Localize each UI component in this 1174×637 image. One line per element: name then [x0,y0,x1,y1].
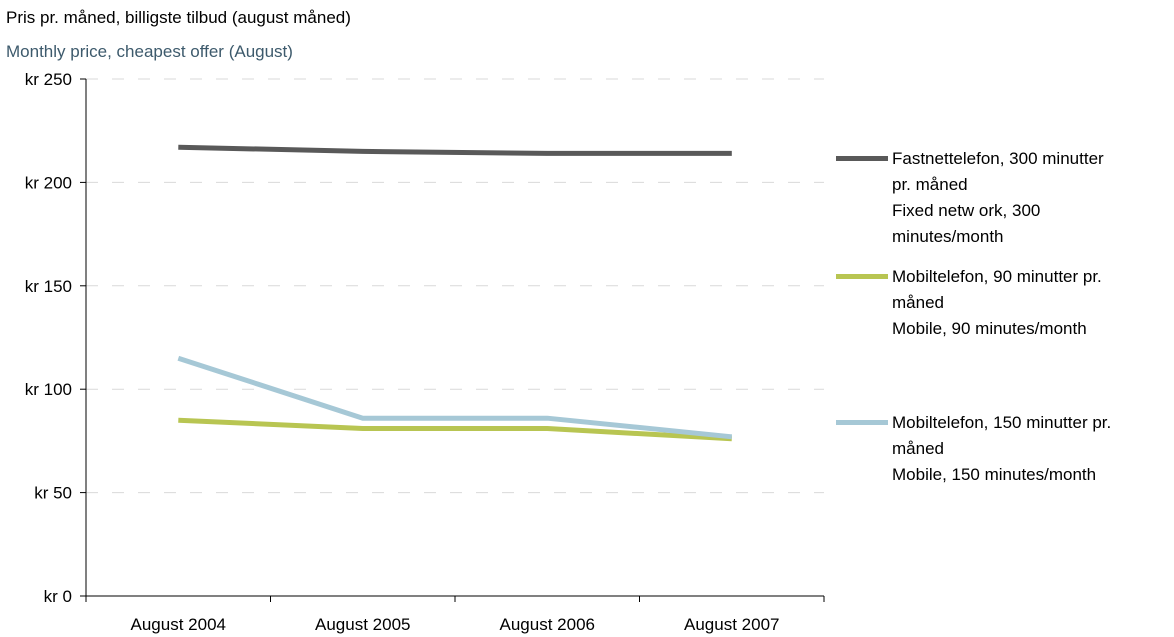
legend-line: minutes/month [892,227,1004,246]
series-line-mobile150 [177,355,733,440]
legend-label-mobile-90: Mobiltelefon, 90 minutter pr. måned Mobi… [892,264,1172,342]
y-tick-label: kr 150 [25,277,72,296]
chart-title-norwegian: Pris pr. måned, billigste tilbud (august… [6,8,351,27]
legend-line: pr. måned [892,175,968,194]
x-tick-label: August 2006 [500,615,595,634]
legend-line: Mobile, 90 minutes/month [892,319,1087,338]
y-tick-label: kr 50 [34,484,72,503]
x-tick-label: August 2005 [315,615,410,634]
series-line-mobile90 [178,417,732,442]
legend-line: måned [892,439,944,458]
chart-title-english: Monthly price, cheapest offer (August) [6,42,293,61]
series-lines [177,144,733,442]
line-chart: kr 0 kr 50 kr 100 kr 150 kr 200 kr 250 August … [25,70,825,634]
legend-swatch-mobile-90 [836,274,888,279]
gridlines [86,78,824,494]
y-tick-label: kr 100 [25,380,72,399]
legend-line: Mobile, 150 minutes/month [892,465,1097,484]
y-tick-label: kr 250 [25,70,72,89]
legend-label-mobile-150: Mobiltelefon, 150 minutter pr. måned Mob… [892,410,1172,488]
legend-line: Fastnettelefon, 300 minutter [892,149,1104,168]
legend-line: Fixed netw ork, 300 [892,201,1041,220]
legend-swatch-mobile-150 [836,420,888,425]
y-tick-label: kr 200 [25,173,72,192]
legend-label-fixed-network: Fastnettelefon, 300 minutter pr. måned F… [892,146,1172,250]
legend-swatch-fixed-network [836,156,888,161]
legend-line: måned [892,293,944,312]
tick-labels: kr 0 kr 50 kr 100 kr 150 kr 200 kr 250 August … [25,70,780,634]
axes [80,78,825,602]
x-tick-label: August 2004 [131,615,226,634]
series-line-fixed [178,144,732,156]
y-tick-label: kr 0 [44,587,72,606]
x-tick-label: August 2007 [684,615,779,634]
legend-line: Mobiltelefon, 90 minutter pr. [892,267,1102,286]
legend-line: Mobiltelefon, 150 minutter pr. [892,413,1112,432]
